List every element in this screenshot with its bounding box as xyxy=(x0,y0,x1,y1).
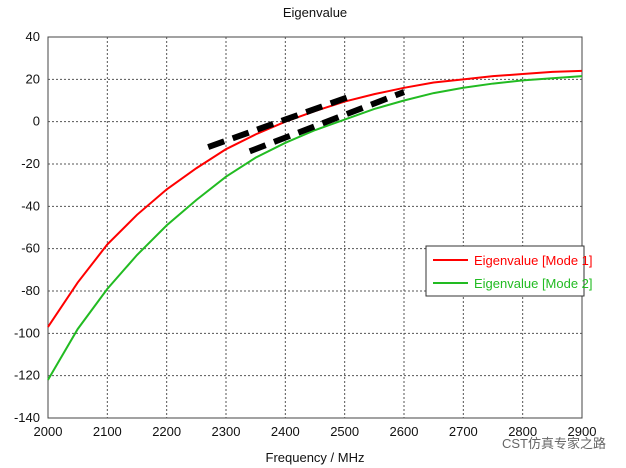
legend-label-mode-1: Eigenvalue [Mode 1] xyxy=(474,253,593,268)
x-tick-label: 2100 xyxy=(93,424,122,439)
x-tick-label: 2900 xyxy=(568,424,597,439)
x-tick-label: 2800 xyxy=(508,424,537,439)
watermark: CST仿真专家之路 xyxy=(501,436,606,451)
y-tick-label: 0 xyxy=(33,114,40,129)
annotations xyxy=(207,89,406,155)
x-tick-label: 2300 xyxy=(212,424,241,439)
x-tick-label: 2700 xyxy=(449,424,478,439)
axis-ticks: 2000 2100 2200 2300 2400 2500 2600 2700 2800 2900… xyxy=(14,29,596,439)
legend-box xyxy=(425,245,585,297)
x-tick-label: 2500 xyxy=(330,424,359,439)
dashed-annotation-line-2 xyxy=(248,89,406,155)
legend: Eigenvalue [Mode 1] Eigenvalue [Mode 2] xyxy=(425,245,593,297)
x-tick-label: 2000 xyxy=(34,424,63,439)
y-tick-label: -140 xyxy=(14,410,40,425)
y-tick-label: -40 xyxy=(21,198,40,213)
y-tick-label: -60 xyxy=(21,241,40,256)
series-line-mode-2 xyxy=(47,75,583,381)
y-tick-label: -20 xyxy=(21,156,40,171)
chart-title: Eigenvalue xyxy=(283,5,347,20)
y-tick-label: -100 xyxy=(14,325,40,340)
plot-area xyxy=(47,36,583,419)
y-tick-label: -120 xyxy=(14,368,40,383)
y-tick-label: 40 xyxy=(26,29,40,44)
x-tick-label: 2600 xyxy=(390,424,419,439)
x-axis-title: Frequency / MHz xyxy=(266,450,365,465)
y-tick-label: 20 xyxy=(26,71,40,86)
y-tick-label: -80 xyxy=(21,283,40,298)
legend-label-mode-2: Eigenvalue [Mode 2] xyxy=(474,276,593,291)
x-tick-label: 2200 xyxy=(152,424,181,439)
x-tick-label: 2400 xyxy=(271,424,300,439)
